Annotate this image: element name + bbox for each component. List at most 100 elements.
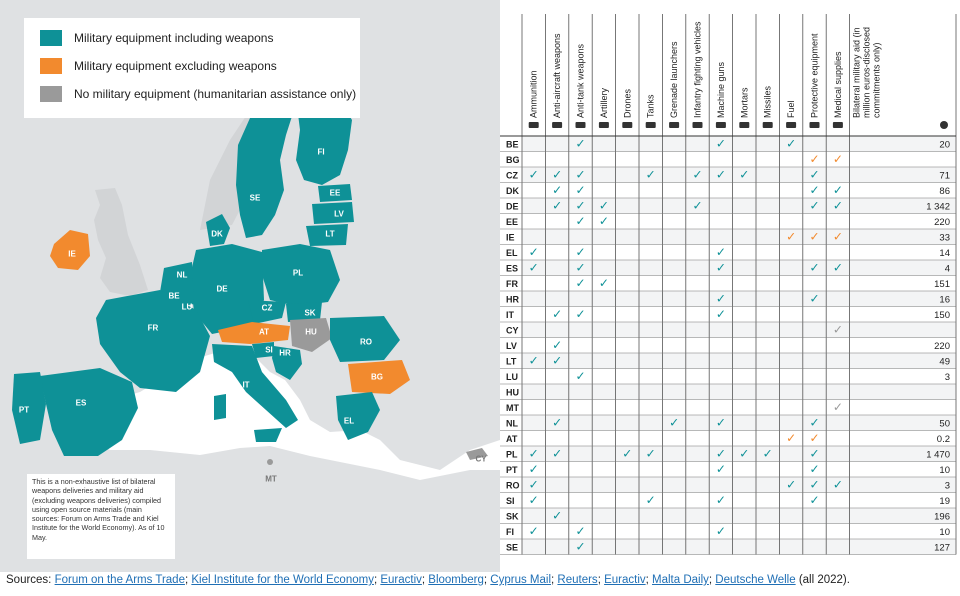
source-link[interactable]: Forum on the Arms Trade	[54, 574, 185, 586]
ifv-icon	[692, 122, 703, 128]
check-mark-icon: ✓	[529, 477, 539, 491]
row-background	[522, 430, 956, 446]
source-link[interactable]: Euractiv	[604, 574, 646, 586]
check-mark-icon: ✓	[529, 260, 539, 274]
check-mark-icon: ✓	[575, 167, 585, 181]
legend-label: No military equipment (humanitarian assi…	[74, 87, 357, 101]
legend-swatch	[40, 30, 62, 46]
column-header-drones: Drones	[622, 88, 632, 118]
label-cz: CZ	[261, 303, 273, 313]
column-header-infantry-fighting-vehicles: Infantry fighting vehicles	[693, 21, 703, 118]
label-lu: LU	[181, 302, 193, 312]
row-country-code: SE	[506, 542, 518, 552]
label-be: BE	[168, 291, 180, 301]
check-mark-icon: ✓	[809, 229, 819, 243]
row-aid-value: 127	[934, 542, 950, 553]
label-it: IT	[242, 380, 250, 390]
source-link[interactable]: Deutsche Welle	[715, 574, 796, 586]
check-mark-icon: ✓	[646, 493, 656, 507]
check-mark-icon: ✓	[716, 260, 726, 274]
column-header-anti-aircraft-weapons: Anti-aircraft weapons	[552, 33, 562, 118]
row-aid-value: 3	[945, 372, 950, 383]
row-aid-value: 16	[939, 294, 950, 305]
check-mark-icon: ✓	[833, 322, 843, 336]
helmet-icon	[809, 122, 820, 128]
row-aid-value: 220	[934, 341, 950, 352]
legend-swatch	[40, 58, 62, 74]
sources-line: Sources: Forum on the Arms Trade; Kiel I…	[6, 574, 850, 586]
check-mark-icon: ✓	[809, 477, 819, 491]
source-link[interactable]: Reuters	[557, 574, 598, 586]
label-mt: MT	[265, 474, 277, 484]
label-nl: NL	[176, 270, 188, 280]
column-header-artillery: Artillery	[599, 87, 609, 118]
check-mark-icon: ✓	[833, 260, 843, 274]
column-header-tanks: Tanks	[646, 94, 656, 118]
map-lithuania	[306, 224, 348, 246]
row-aid-value: 33	[939, 232, 950, 243]
source-link[interactable]: Kiel Institute for the World Economy	[191, 574, 374, 586]
aid-table-grid: Ammunition Anti-aircraft weapons Anti-tank…	[500, 14, 957, 555]
row-country-code: IT	[506, 310, 515, 320]
check-mark-icon: ✓	[552, 167, 562, 181]
check-mark-icon: ✓	[529, 446, 539, 460]
source-link[interactable]: Euractiv	[380, 574, 422, 586]
check-mark-icon: ✓	[552, 415, 562, 429]
row-background	[522, 136, 956, 152]
label-dk: DK	[211, 229, 223, 239]
check-mark-icon: ✓	[692, 167, 702, 181]
row-country-code: FR	[506, 279, 518, 289]
label-lv: LV	[334, 209, 344, 219]
row-background	[522, 244, 956, 260]
label-hu: HU	[305, 327, 317, 337]
row-background	[522, 461, 956, 477]
check-mark-icon: ✓	[552, 198, 562, 212]
sources-suffix: (all 2022).	[795, 574, 850, 586]
row-country-code: PT	[506, 465, 518, 475]
check-mark-icon: ✓	[716, 291, 726, 305]
source-link[interactable]: Bloomberg	[428, 574, 484, 586]
check-mark-icon: ✓	[646, 446, 656, 460]
row-country-code: RO	[506, 480, 520, 490]
column-header-machine-guns: Machine guns	[716, 61, 726, 118]
map-czechia	[248, 300, 286, 324]
check-mark-icon: ✓	[833, 477, 843, 491]
row-country-code: LT	[506, 356, 517, 366]
row-country-code: EE	[506, 217, 518, 227]
row-background	[522, 213, 956, 229]
row-aid-value: 19	[939, 496, 950, 507]
map-spain	[40, 368, 138, 456]
check-mark-icon: ✓	[809, 167, 819, 181]
label-fi: FI	[317, 147, 325, 157]
row-aid-value: 14	[939, 248, 950, 259]
row-country-code: LU	[506, 372, 518, 382]
source-link[interactable]: Cyprus Mail	[490, 574, 552, 586]
check-mark-icon: ✓	[599, 214, 609, 228]
source-link[interactable]: Malta Daily	[652, 574, 709, 586]
map-ireland	[50, 230, 90, 270]
label-hr: HR	[279, 348, 291, 358]
check-mark-icon: ✓	[552, 307, 562, 321]
row-background	[522, 291, 956, 307]
check-mark-icon: ✓	[716, 167, 726, 181]
row-background	[522, 508, 956, 524]
map-slovakia	[286, 302, 322, 322]
check-mark-icon: ✓	[809, 260, 819, 274]
map-italy	[212, 344, 298, 428]
check-mark-icon: ✓	[599, 276, 609, 290]
row-country-code: ES	[506, 263, 518, 273]
check-mark-icon: ✓	[739, 446, 749, 460]
row-background	[522, 415, 956, 431]
check-mark-icon: ✓	[575, 245, 585, 259]
europe-map: FI SE EE LV LT DK IE NL BE LU DE PL CZ S…	[0, 0, 500, 572]
check-mark-icon: ✓	[786, 477, 796, 491]
row-country-code: HU	[506, 387, 519, 397]
label-pl: PL	[292, 268, 304, 278]
check-mark-icon: ✓	[786, 229, 796, 243]
check-mark-icon: ✓	[575, 260, 585, 274]
row-background	[522, 151, 956, 167]
column-header-anti-tank-weapons: Anti-tank weapons	[576, 43, 586, 118]
aid-header-line: commitments only)	[872, 42, 882, 118]
check-mark-icon: ✓	[575, 276, 585, 290]
check-mark-icon: ✓	[692, 198, 702, 212]
